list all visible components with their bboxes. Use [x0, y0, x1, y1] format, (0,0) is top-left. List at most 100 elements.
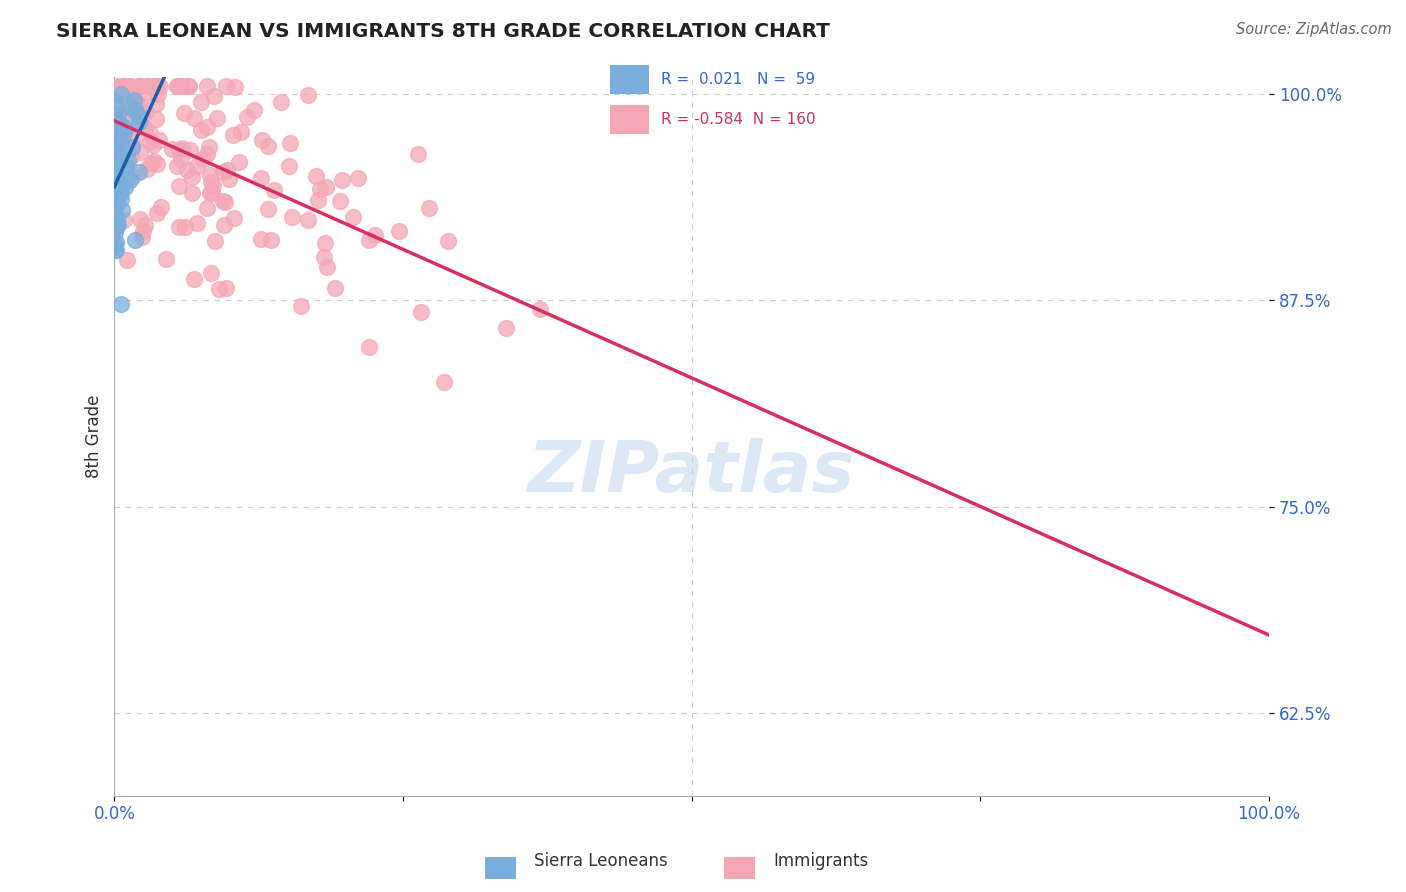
Point: [138, 80, 160, 95]
Point: [104, 145, 127, 159]
Point: [170, 141, 193, 155]
Point: [124, 103, 146, 117]
Point: [183, 111, 205, 125]
Point: [110, 123, 132, 137]
Point: [529, 302, 551, 317]
Point: [135, 78, 157, 93]
Point: [190, 95, 212, 109]
Point: [347, 171, 370, 186]
Point: [104, 179, 127, 194]
Point: [145, 96, 167, 111]
Point: [315, 179, 337, 194]
Point: [118, 131, 141, 145]
Point: [107, 129, 129, 144]
Point: [290, 299, 312, 313]
Point: [202, 178, 225, 193]
Point: [112, 83, 135, 97]
Point: [110, 296, 132, 310]
Point: [212, 165, 235, 179]
Point: [195, 78, 218, 93]
Point: [231, 125, 253, 139]
Point: [176, 163, 198, 178]
Point: [127, 103, 149, 117]
Point: [120, 100, 142, 114]
Point: [218, 172, 240, 186]
Point: [256, 202, 278, 216]
Point: [359, 233, 381, 247]
Point: [122, 169, 145, 183]
Point: [191, 153, 214, 167]
Point: [173, 105, 195, 120]
Point: [129, 114, 152, 128]
Point: [280, 136, 302, 150]
Point: [146, 157, 169, 171]
Text: Immigrants: Immigrants: [773, 852, 869, 870]
Point: [135, 105, 157, 120]
Point: [104, 183, 127, 197]
Point: [105, 194, 128, 209]
Point: [214, 219, 236, 233]
Point: [139, 135, 162, 149]
Point: [250, 170, 273, 185]
Point: [195, 202, 218, 216]
Point: [120, 150, 142, 164]
Point: [207, 111, 229, 125]
Point: [309, 182, 332, 196]
Point: [128, 115, 150, 129]
Text: Source: ZipAtlas.com: Source: ZipAtlas.com: [1236, 22, 1392, 37]
Point: [214, 194, 236, 209]
Point: [418, 202, 440, 216]
Point: [132, 224, 155, 238]
Point: [117, 85, 139, 99]
Text: Sierra Leoneans: Sierra Leoneans: [534, 852, 668, 870]
Point: [162, 143, 184, 157]
Point: [195, 147, 218, 161]
Point: [145, 78, 167, 93]
Point: [105, 86, 128, 100]
Point: [190, 123, 212, 137]
Point: [129, 212, 152, 227]
Point: [104, 179, 127, 194]
Point: [139, 155, 162, 169]
Point: [183, 272, 205, 286]
Point: [134, 87, 156, 101]
Point: [104, 215, 127, 229]
Point: [198, 139, 221, 153]
Point: [257, 139, 280, 153]
Point: [112, 212, 135, 227]
Point: [249, 232, 271, 246]
Point: [198, 169, 221, 183]
Point: [104, 154, 127, 169]
Point: [186, 159, 208, 173]
Point: [145, 112, 167, 127]
Point: [115, 170, 138, 185]
Point: [155, 252, 177, 267]
Bar: [610, 65, 650, 95]
Point: [107, 118, 129, 132]
Point: [166, 78, 188, 93]
Point: [406, 147, 429, 161]
Point: [179, 78, 201, 93]
Point: [169, 153, 191, 167]
Point: [167, 143, 190, 157]
Point: [114, 180, 136, 194]
Point: [107, 217, 129, 231]
Point: [167, 178, 190, 193]
Point: [181, 186, 204, 200]
Point: [316, 260, 339, 274]
Point: [104, 171, 127, 186]
Point: [142, 78, 165, 93]
Point: [108, 186, 131, 201]
Point: [105, 155, 128, 169]
Point: [236, 110, 259, 124]
Point: [121, 85, 143, 99]
Point: [148, 133, 170, 147]
Point: [167, 78, 190, 93]
Point: [174, 220, 197, 235]
Point: [146, 87, 169, 101]
Point: [307, 193, 329, 207]
Point: [104, 135, 127, 149]
Point: [110, 185, 132, 199]
Point: [131, 229, 153, 244]
Point: [128, 78, 150, 93]
